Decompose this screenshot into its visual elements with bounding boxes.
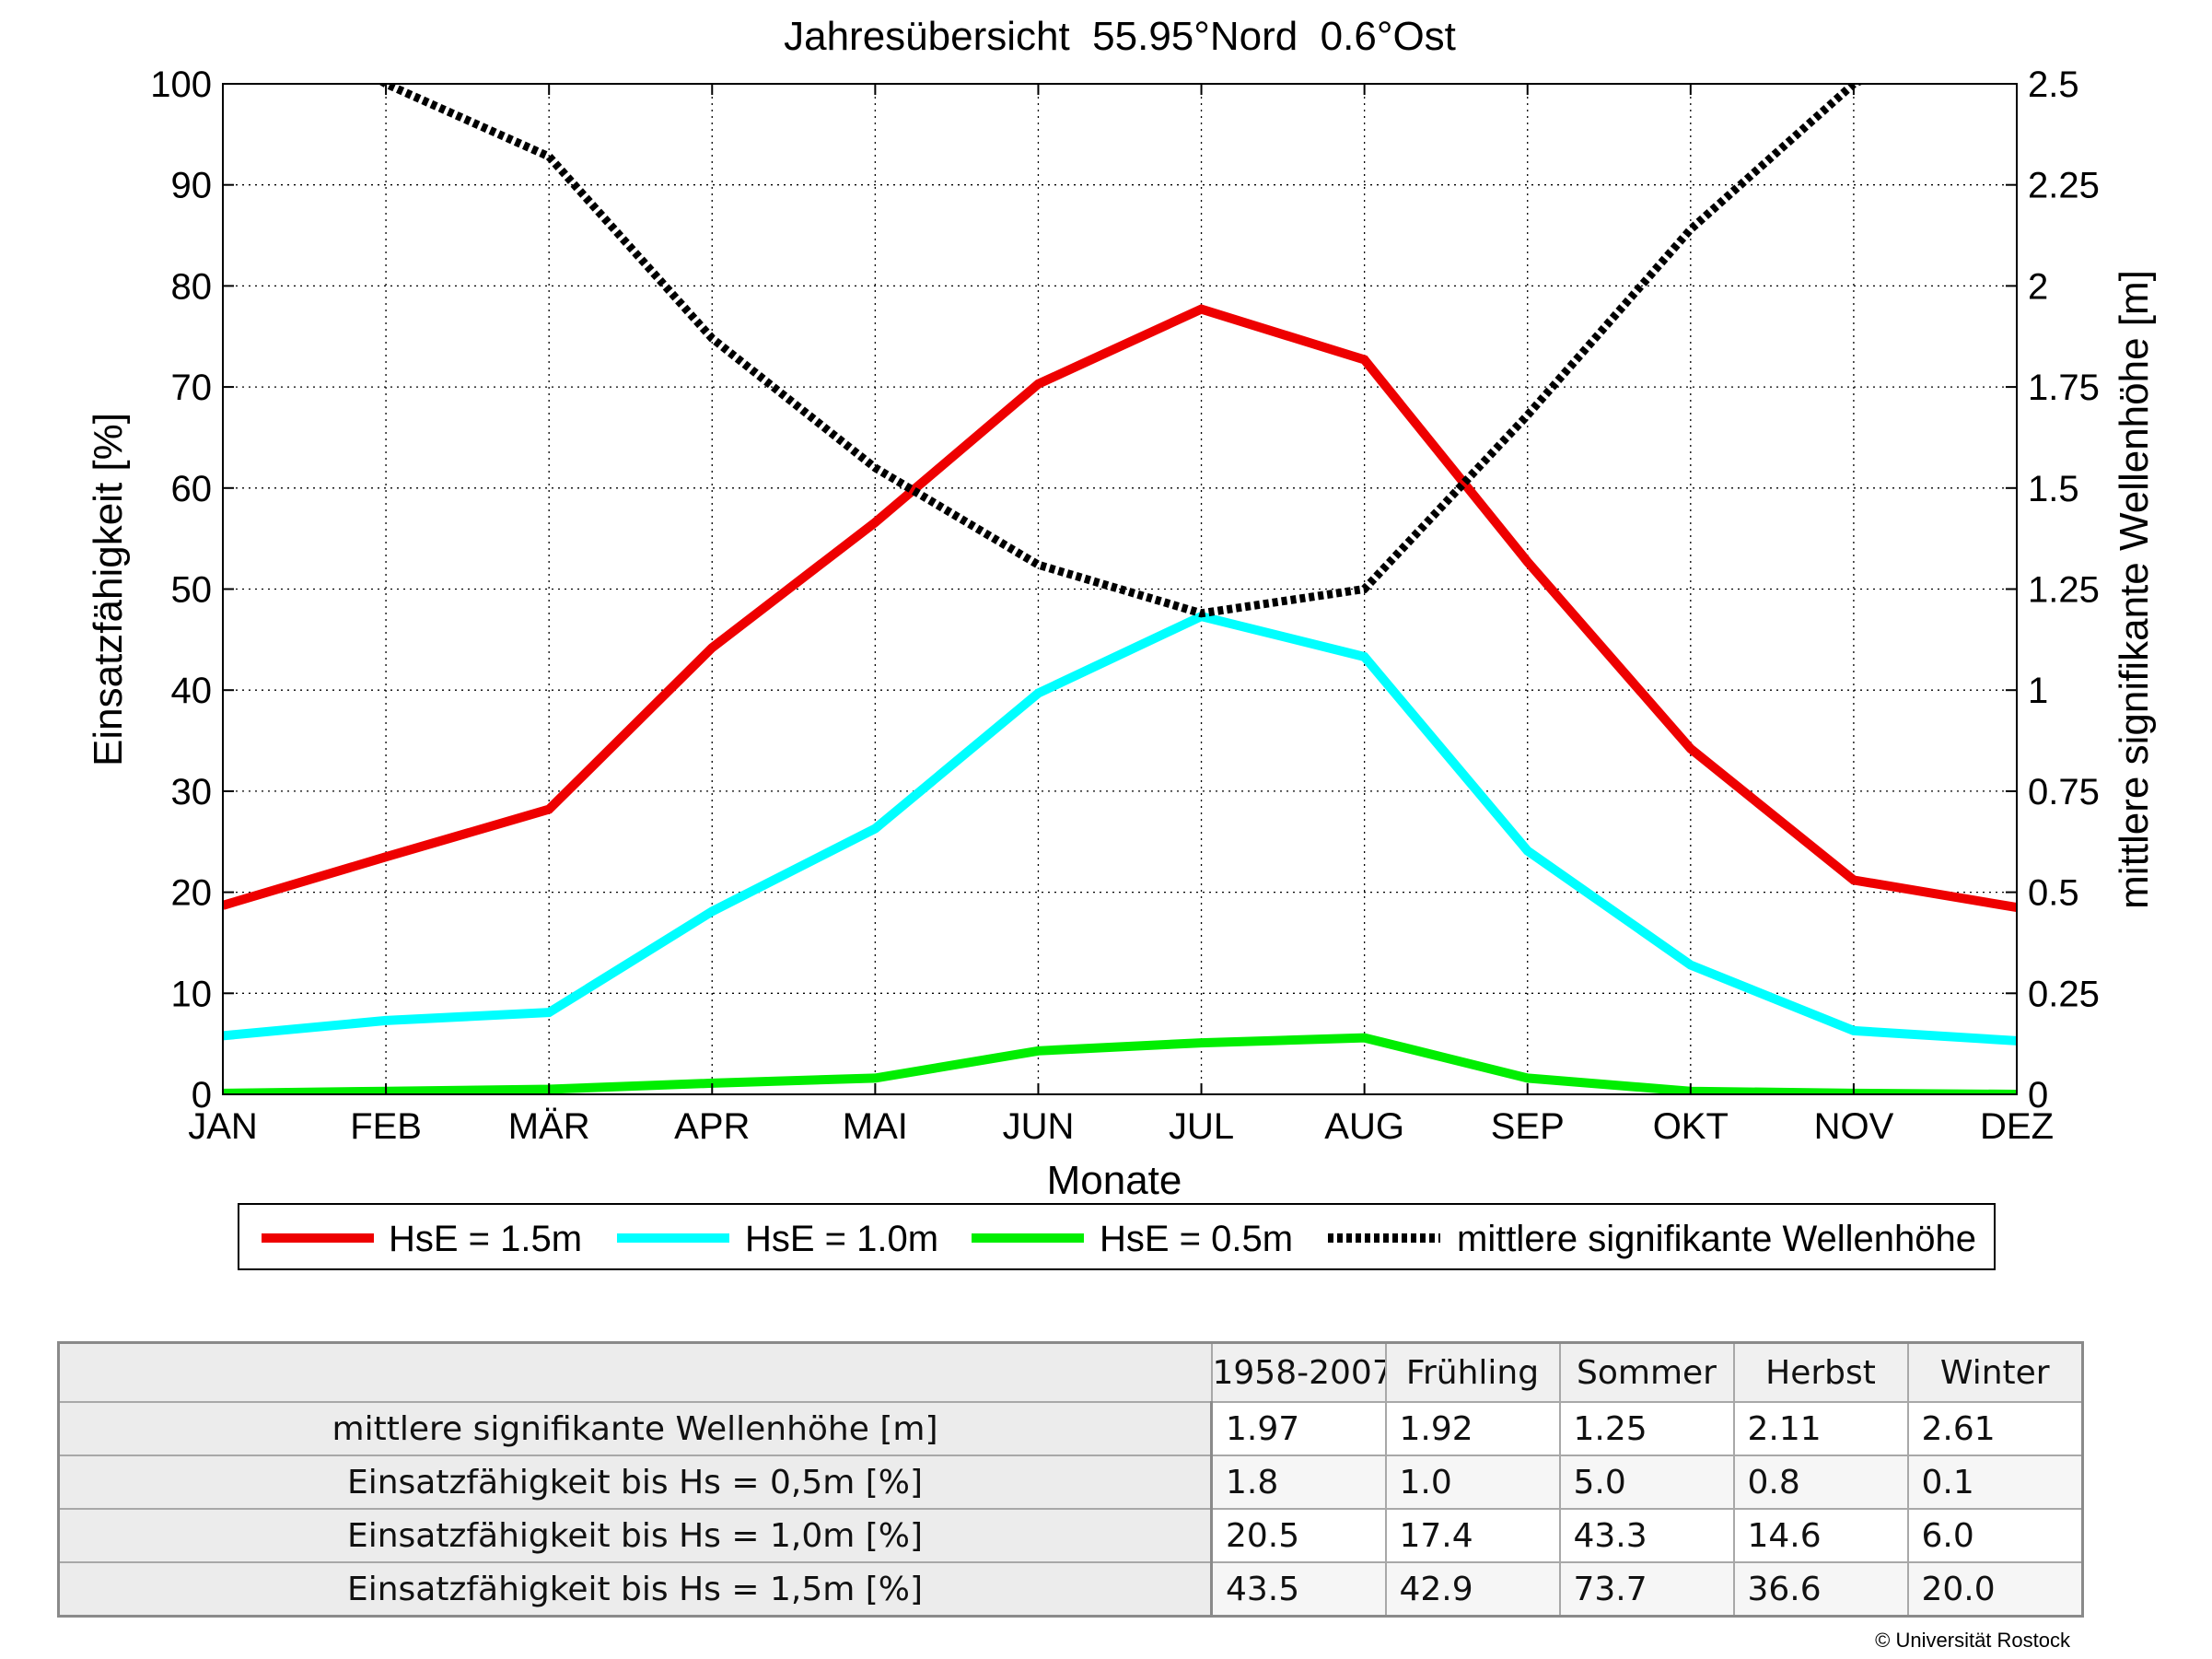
y-tick-label: 0 — [192, 1075, 212, 1116]
table-cell: 1.92 — [1384, 1401, 1561, 1456]
legend-label: HsE = 1.0m — [745, 1219, 938, 1259]
legend-label: mittlere signifikante Wellenhöhe — [1457, 1219, 1976, 1259]
column-header: Frühling — [1384, 1341, 1561, 1403]
table-cell: 17.4 — [1384, 1508, 1561, 1563]
y-tick-label: 20 — [171, 873, 213, 914]
table-row: Einsatzfähigkeit bis Hs = 1,0m [%] 20.5 … — [57, 1508, 2084, 1563]
row-label: Einsatzfähigkeit bis Hs = 0,5m [%] — [57, 1455, 1213, 1510]
y2-tick-label: 1.5 — [2028, 469, 2079, 509]
legend: HsE = 1.5m HsE = 1.0m HsE = 0.5m mittlere s… — [238, 1203, 1996, 1270]
table-cell: 1.8 — [1210, 1455, 1387, 1510]
y-tick-label: 90 — [171, 166, 213, 206]
x-tick-label: JUL — [1169, 1106, 1234, 1147]
table-cell: 43.5 — [1210, 1561, 1387, 1618]
y2-tick-label: 0.5 — [2028, 873, 2079, 914]
table-cell: 0.1 — [1906, 1455, 2084, 1510]
table-row: Einsatzfähigkeit bis Hs = 1,5m [%] 43.5 … — [57, 1561, 2084, 1618]
column-header: Herbst — [1732, 1341, 1909, 1403]
copyright-notice: © Universität Rostock — [1875, 1629, 2070, 1652]
legend-box — [238, 1203, 1996, 1270]
y-tick-label: 10 — [171, 974, 213, 1014]
y2-tick-label: 1 — [2028, 671, 2048, 711]
y2-tick-label: 0.25 — [2028, 974, 2100, 1014]
x-axis-label: Monate — [1047, 1158, 1182, 1203]
x-tick-label: NOV — [1814, 1106, 1894, 1147]
y2-tick-label: 0 — [2028, 1075, 2048, 1116]
column-header: Winter — [1906, 1341, 2084, 1403]
legend-label: HsE = 0.5m — [1100, 1219, 1293, 1259]
table-cell: 42.9 — [1384, 1561, 1561, 1618]
x-tick-label: SEP — [1491, 1106, 1565, 1147]
y2-tick-label: 1.25 — [2028, 570, 2100, 611]
table-cell: 1.97 — [1210, 1401, 1387, 1456]
y-tick-label: 40 — [171, 671, 213, 711]
table-cell: 5.0 — [1558, 1455, 1735, 1510]
y-tick-label: 30 — [171, 772, 213, 812]
x-tick-label: OKT — [1653, 1106, 1729, 1147]
table-cell: 36.6 — [1732, 1561, 1909, 1618]
table-cell: 2.11 — [1732, 1401, 1909, 1456]
y2-axis-label: mittlere signifikante Wellenhöhe [m] — [2112, 270, 2157, 909]
table-row: Einsatzfähigkeit bis Hs = 0,5m [%] 1.8 1… — [57, 1455, 2084, 1510]
y-tick-label: 60 — [171, 469, 213, 509]
table-cell: 0.8 — [1732, 1455, 1909, 1510]
table-cell: 6.0 — [1906, 1508, 2084, 1563]
grid — [223, 84, 2017, 1094]
row-label: Einsatzfähigkeit bis Hs = 1,5m [%] — [57, 1561, 1213, 1618]
table-cell: 1.0 — [1384, 1455, 1561, 1510]
chart-title: Jahresübersicht 55.95°Nord 0.6°Ost — [784, 14, 1456, 59]
table-cell: 2.61 — [1906, 1401, 2084, 1456]
series-line — [223, 611, 2017, 1046]
y-tick-label: 50 — [171, 570, 213, 611]
table-cell: 1.25 — [1558, 1401, 1735, 1456]
y-tick-label: 80 — [171, 266, 213, 307]
table-cell: 20.0 — [1906, 1561, 2084, 1618]
table-cell: 20.5 — [1210, 1508, 1387, 1563]
table-corner-cell — [57, 1341, 1213, 1403]
x-tick-label: DEZ — [1980, 1106, 2054, 1147]
column-header: 1958-2007 — [1210, 1341, 1387, 1403]
table-row: mittlere signifikante Wellenhöhe [m] 1.9… — [57, 1401, 2084, 1456]
table-cell: 14.6 — [1732, 1508, 1909, 1563]
series-line — [223, 1033, 2017, 1094]
row-label: Einsatzfähigkeit bis Hs = 1,0m [%] — [57, 1508, 1213, 1563]
table-cell: 43.3 — [1558, 1508, 1735, 1563]
table-header-row: 1958-2007 Frühling Sommer Herbst Winter — [57, 1341, 2084, 1403]
y-tick-label: 70 — [171, 368, 213, 408]
series-lines — [223, 84, 2017, 1094]
x-tick-label: AUG — [1324, 1106, 1404, 1147]
y-axis-label: Einsatzfähigkeit [%] — [86, 413, 131, 766]
x-tick-label: MÄR — [508, 1106, 590, 1147]
x-tick-label: FEB — [350, 1106, 422, 1147]
table-cell: 73.7 — [1558, 1561, 1735, 1618]
y2-tick-label: 2 — [2028, 266, 2048, 307]
legend-label: HsE = 1.5m — [389, 1219, 582, 1259]
x-tick-label: JUN — [1003, 1106, 1075, 1147]
y2-tick-label: 2.5 — [2028, 64, 2079, 105]
summary-table: 1958-2007 Frühling Sommer Herbst Winter … — [57, 1341, 2084, 1618]
x-tick-label: MAI — [843, 1106, 908, 1147]
y2-tick-label: 0.75 — [2028, 772, 2100, 812]
row-label: mittlere signifikante Wellenhöhe [m] — [57, 1401, 1213, 1456]
y-tick-label: 100 — [150, 64, 212, 105]
series-line — [223, 304, 2017, 913]
x-tick-label: APR — [674, 1106, 750, 1147]
y2-tick-label: 2.25 — [2028, 166, 2100, 206]
column-header: Sommer — [1558, 1341, 1735, 1403]
y2-tick-label: 1.75 — [2028, 368, 2100, 408]
x-tick-label: JAN — [188, 1106, 258, 1147]
